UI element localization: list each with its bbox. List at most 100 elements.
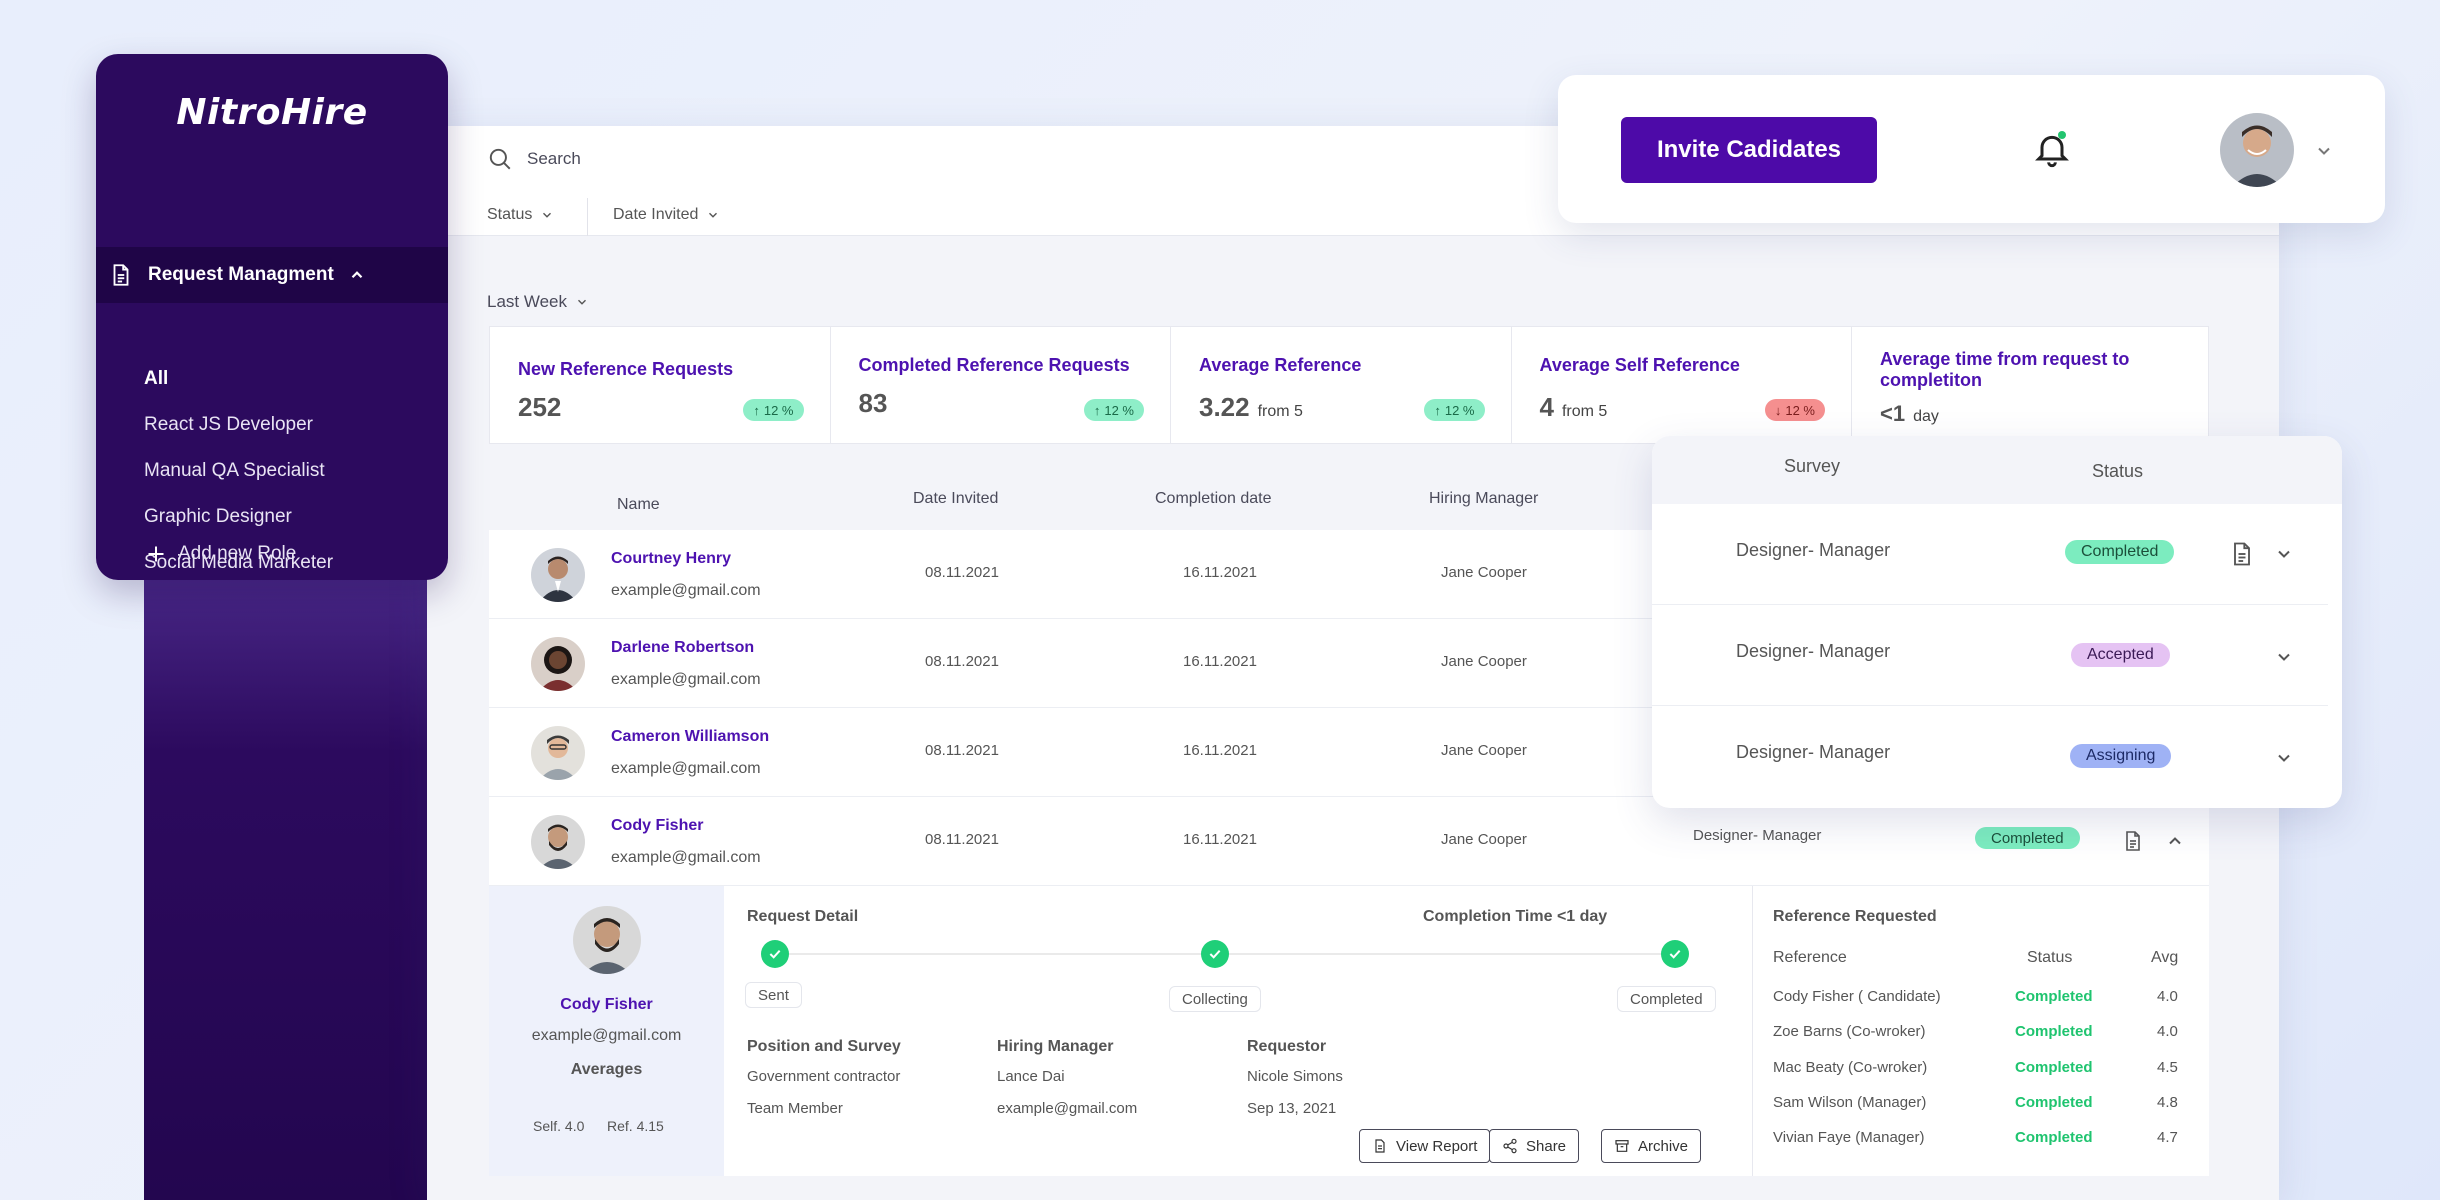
survey-name: Designer- Manager bbox=[1693, 827, 1822, 844]
candidate-email: example@gmail.com bbox=[611, 671, 761, 688]
period-selector[interactable]: Last Week bbox=[487, 292, 589, 312]
survey-row[interactable]: Designer- Manager Completed bbox=[1652, 504, 2328, 605]
avatar[interactable] bbox=[2220, 113, 2294, 187]
candidate-name[interactable]: Courtney Henry bbox=[611, 550, 732, 567]
stat-label: Average time from request to completiton bbox=[1880, 349, 2130, 390]
reference-status: Completed bbox=[2015, 1129, 2093, 1146]
sidebar-item-manual-qa-specialist[interactable]: Manual QA Specialist bbox=[144, 460, 325, 481]
reference-avg: 4.0 bbox=[2157, 988, 2178, 1005]
notification-dot bbox=[2058, 131, 2066, 139]
ref-average: Ref. 4.15 bbox=[607, 1118, 664, 1134]
chevron-down-icon[interactable] bbox=[2274, 647, 2294, 667]
ref-col-reference: Reference bbox=[1773, 949, 1847, 966]
stat-value: 252 bbox=[518, 392, 562, 422]
chevron-up-icon[interactable] bbox=[2165, 831, 2185, 851]
date-invited: 08.11.2021 bbox=[925, 831, 999, 848]
arrow-up-icon: ↑ bbox=[1434, 402, 1441, 418]
completion-time: Completion Time <1 day bbox=[1423, 908, 1608, 925]
chevron-down-icon bbox=[543, 212, 552, 218]
hiring-manager: Jane Cooper bbox=[1441, 564, 1527, 581]
stat-value: 4 from 5 bbox=[1539, 392, 1608, 422]
references-title: Reference Requested bbox=[1773, 908, 1937, 925]
arrow-down-icon: ↓ bbox=[1774, 402, 1782, 418]
nav-section-request-management[interactable]: Request Managment bbox=[96, 247, 448, 303]
step-collecting: Collecting bbox=[1169, 986, 1261, 1012]
plus-icon bbox=[148, 546, 164, 562]
top-action-bar: Invite Cadidates bbox=[1558, 75, 2385, 223]
candidate-name[interactable]: Cody Fisher bbox=[611, 817, 704, 834]
stats-row: New Reference Requests 252 ↑ 12 % Complet… bbox=[489, 326, 2209, 444]
brand-logo[interactable]: NitroHire bbox=[176, 92, 368, 133]
sidebar-item-all[interactable]: All bbox=[144, 368, 169, 389]
avatar bbox=[531, 637, 585, 691]
table-row-expanded[interactable]: Cody Fisher example@gmail.com 08.11.2021… bbox=[489, 797, 2209, 886]
stat-value: <1 day bbox=[1880, 401, 1939, 426]
avatar bbox=[573, 906, 641, 974]
candidate-email: example@gmail.com bbox=[611, 849, 761, 866]
share-button[interactable]: Share bbox=[1489, 1129, 1580, 1163]
date-filter-label: Date Invited bbox=[613, 206, 699, 223]
document-icon[interactable] bbox=[2121, 829, 2145, 853]
share-icon bbox=[1503, 1138, 1517, 1154]
stat-value: 83 bbox=[858, 388, 888, 418]
avatar bbox=[531, 726, 585, 780]
check-icon bbox=[1661, 940, 1689, 968]
search-bar[interactable] bbox=[487, 146, 827, 172]
status-filter[interactable]: Status bbox=[487, 206, 554, 224]
hiring-manager: Jane Cooper bbox=[1441, 831, 1527, 848]
avatar bbox=[531, 815, 585, 869]
position-title: Position and Survey bbox=[747, 1038, 901, 1055]
sidebar-item-react-js-developer[interactable]: React JS Developer bbox=[144, 414, 313, 435]
check-icon bbox=[1201, 940, 1229, 968]
stat-label: New Reference Requests bbox=[518, 359, 734, 379]
survey-panel-header: Survey Status bbox=[1652, 436, 2342, 504]
document-icon[interactable] bbox=[2228, 540, 2256, 568]
requestor-title: Requestor bbox=[1247, 1038, 1327, 1055]
survey-row[interactable]: Designer- Manager Accepted bbox=[1652, 605, 2328, 706]
check-icon bbox=[761, 940, 789, 968]
chevron-down-icon[interactable] bbox=[2274, 544, 2294, 564]
reference-name: Cody Fisher ( Candidate) bbox=[1773, 988, 1941, 1005]
reference-status: Completed bbox=[2015, 988, 2093, 1005]
trend-badge: ↑ 12 % bbox=[743, 399, 804, 421]
candidate-summary: Cody Fisher example@gmail.com Averages S… bbox=[489, 886, 724, 1176]
date-invited: 08.11.2021 bbox=[925, 742, 999, 759]
chevron-down-icon[interactable] bbox=[2314, 141, 2334, 161]
step-completed: Completed bbox=[1617, 986, 1716, 1012]
status-badge: Assigning bbox=[2070, 744, 2172, 768]
col-survey: Survey bbox=[1784, 456, 1841, 476]
reference-name: Zoe Barns (Co-wroker) bbox=[1773, 1023, 1926, 1040]
filter-divider bbox=[587, 198, 588, 236]
references-panel: Reference Requested Reference Status Avg… bbox=[1752, 886, 2209, 1176]
chevron-down-icon[interactable] bbox=[2274, 748, 2294, 768]
stat-value: 3.22 from 5 bbox=[1199, 392, 1303, 422]
sidebar-item-graphic-designer[interactable]: Graphic Designer bbox=[144, 506, 292, 527]
archive-icon bbox=[1615, 1140, 1629, 1152]
reference-name: Vivian Faye (Manager) bbox=[1773, 1129, 1925, 1146]
stat-label: Average Self Reference bbox=[1539, 355, 1740, 375]
add-new-role-button[interactable]: Add new Role bbox=[146, 543, 296, 565]
date-invited-filter[interactable]: Date Invited bbox=[613, 206, 720, 224]
document-icon bbox=[113, 264, 129, 286]
search-input[interactable] bbox=[527, 149, 827, 169]
view-report-button[interactable]: View Report bbox=[1359, 1129, 1491, 1163]
completion-date: 16.11.2021 bbox=[1183, 742, 1257, 759]
survey-row[interactable]: Designer- Manager Assigning bbox=[1652, 706, 2328, 807]
reference-status: Completed bbox=[2015, 1059, 2093, 1076]
candidate-name[interactable]: Cameron Williamson bbox=[611, 728, 770, 745]
survey-name: Designer- Manager bbox=[1736, 641, 1891, 661]
nav-section-label: Request Managment bbox=[148, 264, 334, 285]
sidebar-background bbox=[144, 560, 427, 1200]
reference-avg: 4.5 bbox=[2157, 1059, 2178, 1076]
avatar bbox=[531, 548, 585, 602]
archive-button[interactable]: Archive bbox=[1601, 1129, 1702, 1163]
chevron-down-icon bbox=[578, 299, 587, 305]
invite-candidates-button[interactable]: Invite Cadidates bbox=[1621, 117, 1877, 183]
detail-candidate-name[interactable]: Cody Fisher bbox=[560, 996, 653, 1013]
detail-candidate-email: example@gmail.com bbox=[531, 1027, 682, 1044]
candidate-name[interactable]: Darlene Robertson bbox=[611, 639, 755, 656]
reference-avg: 4.7 bbox=[2157, 1129, 2178, 1146]
bell-icon[interactable] bbox=[2032, 129, 2072, 169]
hiring-manager-name: Lance Dai bbox=[997, 1068, 1065, 1085]
sidebar-item-social-media-marketer[interactable]: Social Media Marketer bbox=[144, 552, 334, 573]
